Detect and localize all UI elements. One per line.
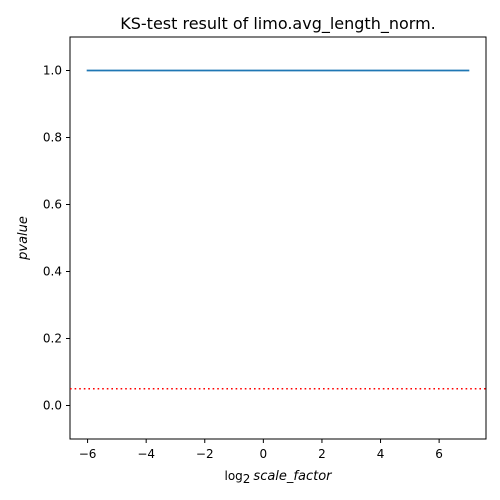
y-tick-label: 0.0 xyxy=(43,399,62,413)
chart-title: KS-test result of limo.avg_length_norm. xyxy=(120,14,436,34)
y-tick-label: 0.2 xyxy=(43,332,62,346)
y-axis: 0.0 0.2 0.4 0.6 0.8 1.0 xyxy=(43,64,70,413)
x-axis-label-variable: scale_factor xyxy=(253,469,333,484)
y-tick-label: 0.8 xyxy=(43,131,62,145)
y-axis-label: pvalue xyxy=(16,216,31,261)
x-tick-label: 0 xyxy=(260,447,268,461)
plot-frame xyxy=(69,36,487,440)
x-tick-label: 2 xyxy=(318,447,326,461)
plot-area xyxy=(69,36,487,440)
x-tick-label: −2 xyxy=(196,447,214,461)
x-tick-label: 4 xyxy=(377,447,385,461)
x-axis-label-subscript: 2 xyxy=(243,472,251,486)
x-axis: −6 −4 −2 0 2 4 6 xyxy=(79,439,443,461)
x-tick-label: −4 xyxy=(137,447,155,461)
data-marks xyxy=(70,69,486,390)
y-tick-label: 0.4 xyxy=(43,265,62,279)
x-axis-label: log2 scale_factor xyxy=(224,469,333,486)
x-tick-label: 6 xyxy=(435,447,443,461)
y-tick-label: 0.6 xyxy=(43,198,62,212)
x-tick-label: −6 xyxy=(79,447,97,461)
y-tick-label: 1.0 xyxy=(43,64,62,78)
x-axis-label-prefix: log xyxy=(224,469,242,483)
